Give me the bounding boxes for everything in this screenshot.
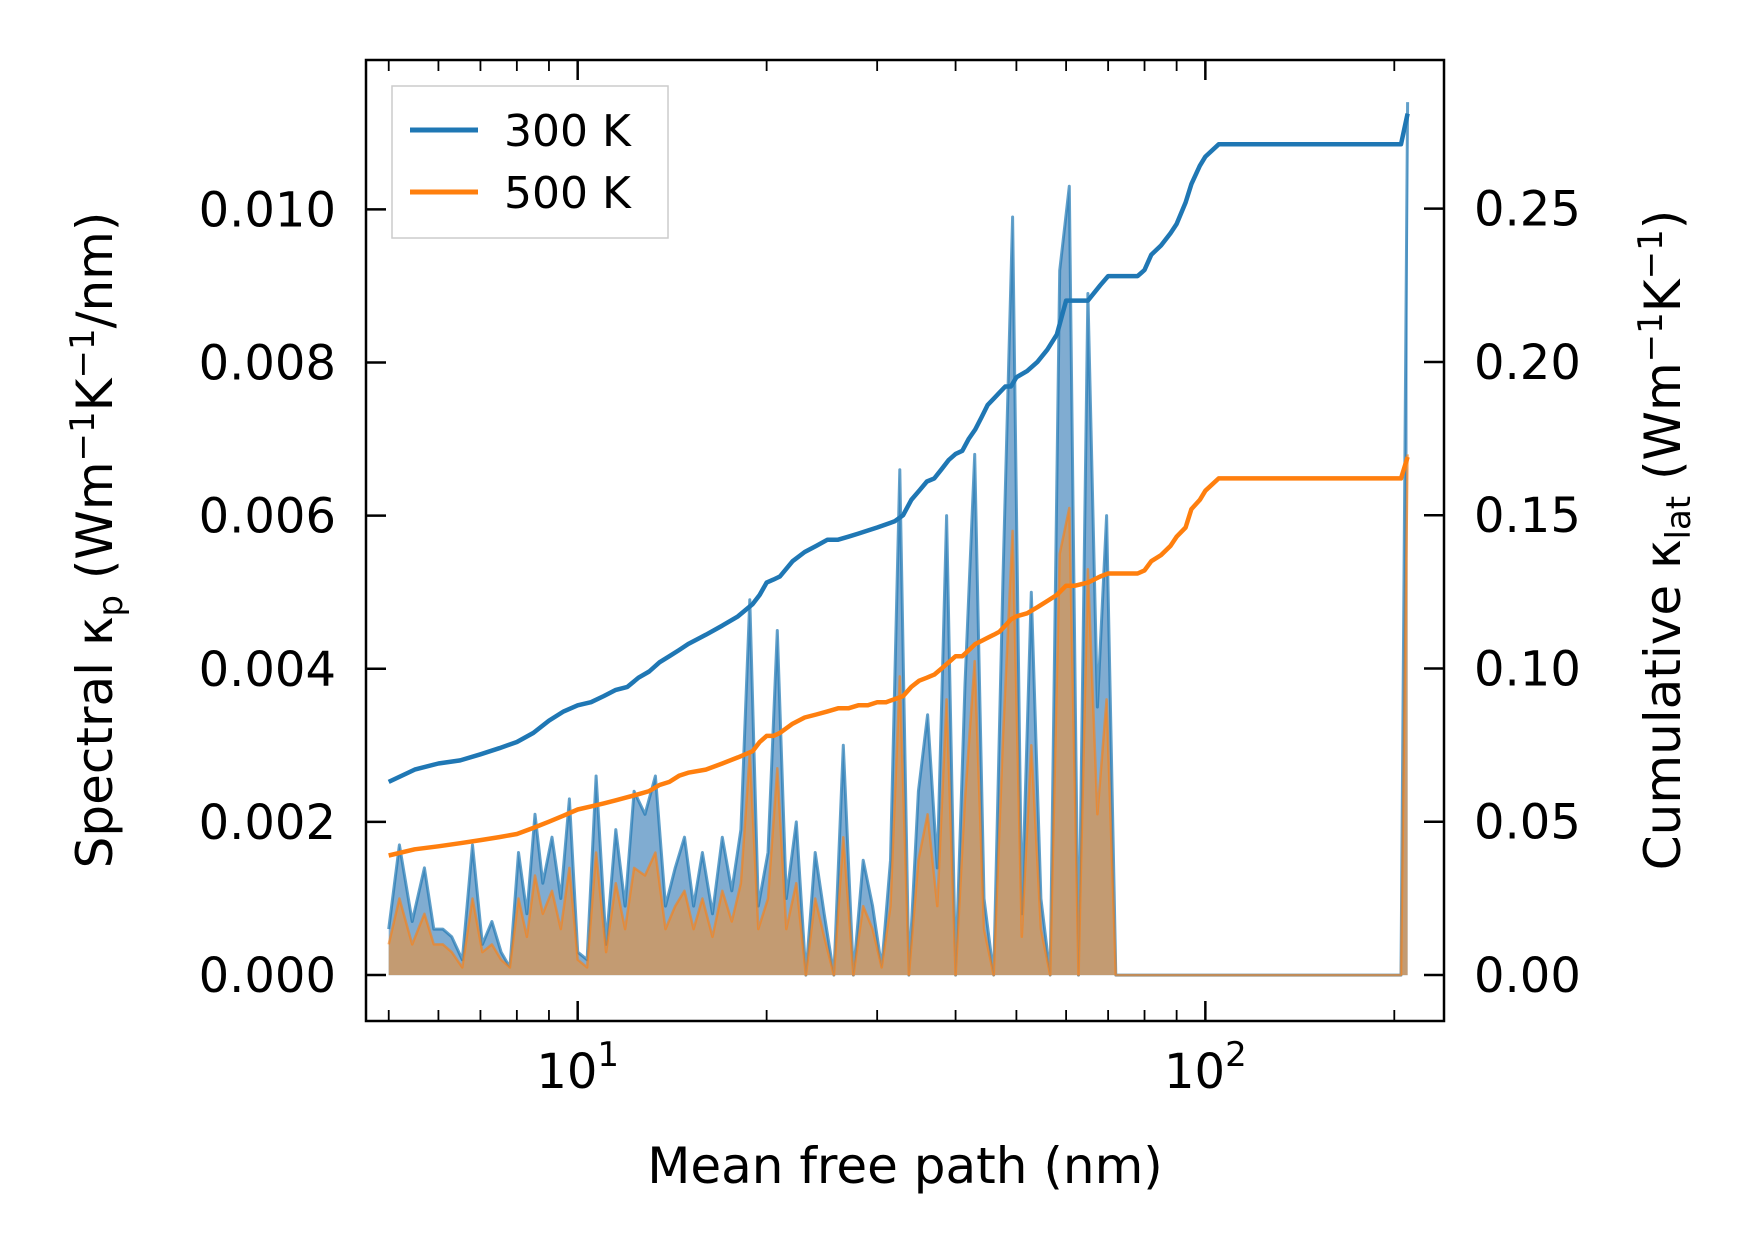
x-tick-label: 102: [1164, 1035, 1247, 1100]
y-right-exp-1: −1: [1631, 312, 1671, 362]
spectral-500k-line: [387, 454, 1409, 977]
y-left-tick-label: 0.002: [199, 795, 336, 851]
x-tick-label-base: 10: [1164, 1044, 1225, 1100]
y-right-tick-label: 0.20: [1474, 335, 1581, 391]
y-right-tick-label: 0.05: [1474, 795, 1581, 851]
plot-area: [387, 102, 1410, 977]
cumulative-300k-line: [387, 113, 1410, 784]
y-left-axis-title: Spectral κp (Wm−1K−1/nm): [63, 212, 131, 869]
x-axis-title: Mean free path (nm): [647, 1137, 1163, 1195]
x-tick-label-base: 10: [536, 1044, 597, 1100]
y-left-unit-nm: /nm): [66, 212, 124, 329]
legend-label-500k: 500 K: [504, 168, 632, 219]
x-tick-label-exponent: 2: [1225, 1035, 1247, 1075]
y-left-tick-label: 0.000: [199, 948, 336, 1004]
x-tick-label-exponent: 1: [597, 1035, 619, 1075]
y-left-tick-label: 0.010: [199, 182, 336, 238]
spectral-500k-fill: [388, 454, 1408, 976]
y-right-tick-label: 0.15: [1474, 488, 1581, 544]
cumulative-500k-line: [388, 456, 1410, 858]
y-right-subscript: lat: [1659, 496, 1699, 540]
y-left-tick-label: 0.004: [199, 642, 336, 698]
y-left-tick-label: 0.008: [199, 335, 336, 391]
y-left-unit: (Wm: [66, 461, 124, 595]
y-left-unit-k: K: [66, 377, 124, 411]
legend: 300 K 500 K: [391, 85, 669, 239]
y-right-tick-label: 0.25: [1474, 182, 1581, 238]
y-left-subscript: p: [91, 595, 131, 617]
y-right-unit-close: ): [1634, 210, 1692, 230]
y-right-unit: (Wm: [1634, 362, 1692, 496]
y-left-tick-label: 0.006: [199, 489, 336, 545]
axis-ticks: [366, 60, 1444, 1021]
x-tick-label: 101: [536, 1035, 619, 1100]
y-right-unit-k: K: [1634, 278, 1692, 312]
y-left-exp-2: −1: [63, 328, 103, 378]
y-right-exp-2: −1: [1631, 229, 1671, 279]
y-right-tick-label: 0.00: [1474, 948, 1581, 1004]
y-right-tick-label: 0.10: [1474, 641, 1581, 697]
y-left-exp-1: −1: [63, 411, 103, 461]
y-right-axis-title: Cumulative κlat (Wm−1K−1): [1631, 210, 1699, 870]
legend-box: [391, 85, 669, 239]
plot-frame: [364, 58, 1446, 1023]
legend-label-300k: 300 K: [504, 106, 632, 157]
axis-tick-labels: 0.000 0.002 0.004 0.006 0.008 0.010 0.00 0.05 0.…: [199, 182, 1581, 1100]
